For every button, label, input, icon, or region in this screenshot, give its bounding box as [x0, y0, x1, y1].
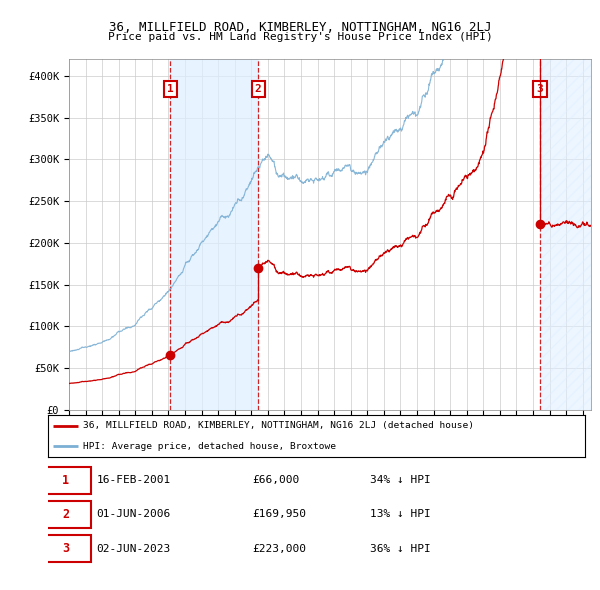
FancyBboxPatch shape: [40, 501, 91, 528]
Text: 13% ↓ HPI: 13% ↓ HPI: [370, 510, 431, 519]
Text: 02-JUN-2023: 02-JUN-2023: [97, 544, 170, 553]
Text: Price paid vs. HM Land Registry's House Price Index (HPI): Price paid vs. HM Land Registry's House …: [107, 32, 493, 42]
Bar: [540, 59, 591, 410]
Text: 36, MILLFIELD ROAD, KIMBERLEY, NOTTINGHAM, NG16 2LJ (detached house): 36, MILLFIELD ROAD, KIMBERLEY, NOTTINGHA…: [83, 421, 474, 430]
Text: 36% ↓ HPI: 36% ↓ HPI: [370, 544, 431, 553]
Text: 3: 3: [62, 542, 69, 555]
Text: £66,000: £66,000: [252, 476, 299, 485]
FancyBboxPatch shape: [40, 535, 91, 562]
Text: 01-JUN-2006: 01-JUN-2006: [97, 510, 170, 519]
Text: 2: 2: [62, 508, 69, 521]
Bar: [170, 59, 258, 410]
Text: 1: 1: [167, 84, 174, 94]
Text: 3: 3: [536, 84, 544, 94]
FancyBboxPatch shape: [40, 467, 91, 494]
Text: 2: 2: [255, 84, 262, 94]
Text: HPI: Average price, detached house, Broxtowe: HPI: Average price, detached house, Brox…: [83, 442, 336, 451]
Text: 34% ↓ HPI: 34% ↓ HPI: [370, 476, 431, 485]
Text: 36, MILLFIELD ROAD, KIMBERLEY, NOTTINGHAM, NG16 2LJ: 36, MILLFIELD ROAD, KIMBERLEY, NOTTINGHA…: [109, 21, 491, 34]
Text: £223,000: £223,000: [252, 544, 306, 553]
Text: 16-FEB-2001: 16-FEB-2001: [97, 476, 170, 485]
Text: 1: 1: [62, 474, 69, 487]
Text: £169,950: £169,950: [252, 510, 306, 519]
